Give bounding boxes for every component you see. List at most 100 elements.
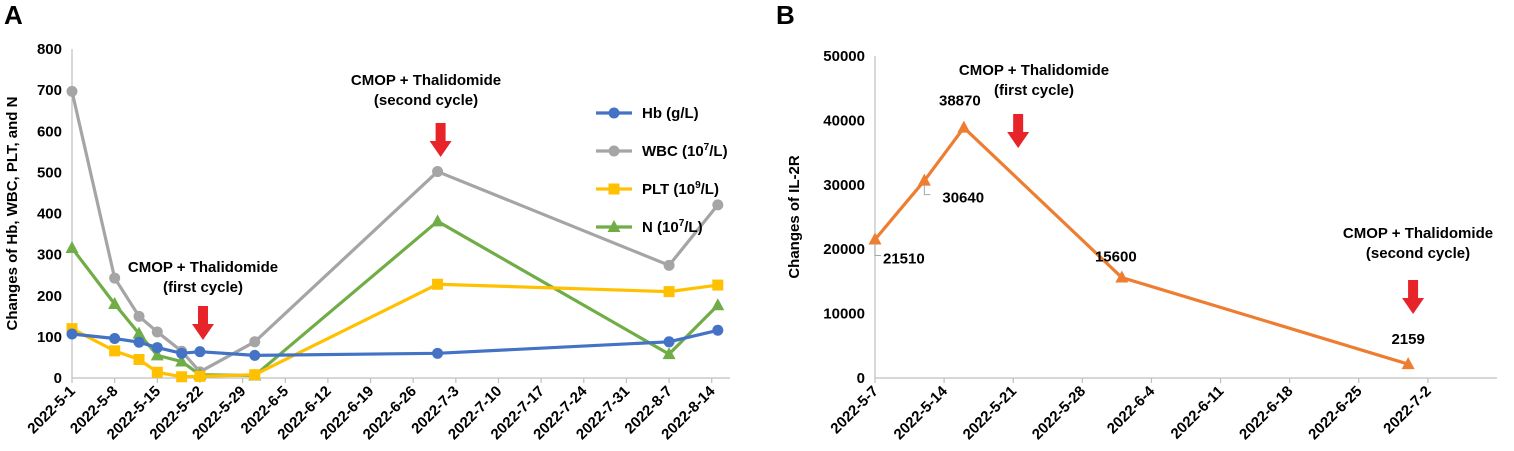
data-point-plt (133, 353, 145, 365)
y-tick-label: 200 (37, 288, 62, 305)
panel-b-annotations: CMOP + Thalidomide (first cycle) CMOP + Th… (959, 62, 1493, 314)
data-label: 15600 (1095, 249, 1137, 266)
legend-marker-n (607, 220, 621, 232)
annotation-text: CMOP + Thalidomide (128, 259, 278, 276)
data-point-wbc (151, 326, 163, 338)
data-point-hb (194, 346, 206, 358)
data-point-plt (109, 345, 121, 357)
data-point-hb (109, 333, 121, 345)
legend-label-exponent: 9 (695, 180, 701, 191)
y-tick-label: 100 (37, 329, 62, 346)
data-point-hb (712, 324, 724, 336)
y-tick-label: 300 (37, 247, 62, 264)
y-tick-label: 800 (37, 41, 62, 58)
legend-label-unit: /L) (709, 143, 727, 160)
data-point-hb (66, 328, 78, 340)
x-tick-label: 2022-5-21 (960, 383, 1020, 443)
data-point-il2r (1115, 270, 1129, 283)
x-tick-label: 2022-5-14 (891, 382, 952, 443)
y-tick-label: 20000 (823, 241, 865, 258)
y-tick-label: 500 (37, 164, 62, 181)
annotation-text: CMOP + Thalidomide (959, 62, 1109, 79)
x-tick-label: 2022-6-25 (1305, 383, 1365, 443)
legend-label-name: WBC (10 (642, 143, 704, 160)
panel-a-series (65, 85, 725, 383)
data-point-plt (432, 278, 444, 290)
data-point-plt (249, 369, 261, 381)
legend-label-unit: /L) (701, 181, 719, 198)
data-point-n (431, 214, 445, 227)
data-point-plt (663, 286, 675, 298)
series-line-hb (71, 328, 719, 357)
data-point-hb (133, 336, 145, 348)
y-tick-label: 40000 (823, 112, 865, 129)
annotation-text: (first cycle) (994, 82, 1074, 99)
panel-a-label: A (4, 0, 23, 30)
y-tick-label: 700 (37, 82, 62, 99)
data-point-wbc (66, 85, 78, 97)
y-tick-label: 10000 (823, 306, 865, 323)
panel-b-label: B (776, 0, 795, 30)
legend-label-n: N (107/L) (642, 218, 703, 236)
panel-a-x-ticks: 2022-5-12022-5-82022-5-152022-5-222022-5… (24, 378, 719, 443)
data-point-il2r (1401, 357, 1415, 370)
data-point-n (65, 241, 79, 254)
data-point-wbc (109, 272, 121, 284)
y-tick-label: 30000 (823, 177, 865, 194)
y-tick-label: 0 (54, 370, 62, 387)
x-tick-label: 2022-6-4 (1104, 382, 1159, 437)
annotation-text: (second cycle) (374, 92, 478, 109)
data-point-hb (432, 347, 444, 359)
data-point-il2r (868, 232, 882, 245)
legend-label-exponent: 7 (704, 142, 710, 153)
data-point-wbc (663, 259, 675, 271)
legend-marker-hb (608, 107, 620, 119)
data-point-n (711, 298, 725, 311)
y-tick-label: 600 (37, 123, 62, 140)
y-tick-label: 50000 (823, 48, 865, 65)
panel-a-y-axis-title: Changes of Hb, WBC, PLT, and N (4, 97, 21, 331)
panel-a: A Changes of Hb, WBC, PLT, and N 0 100 200… (4, 0, 730, 443)
series-line-il2r (873, 126, 1409, 366)
annotation-text: CMOP + Thalidomide (1343, 225, 1493, 242)
legend-marker-plt (608, 183, 620, 195)
panel-b-x-ticks: 2022-5-7 2022-5-14 2022-5-21 2022-5-28 2022-… (827, 378, 1435, 443)
data-point-n (108, 296, 122, 309)
legend-label-name: Hb (g/L) (642, 105, 699, 122)
data-point-plt (712, 279, 724, 291)
annotation-arrow (429, 123, 452, 157)
annotation-arrow (191, 306, 214, 340)
data-point-hb (249, 349, 261, 361)
x-tick-label: 2022-5-28 (1029, 383, 1089, 443)
panel-b-series: 21510 30640 38870 15600 2159 (868, 93, 1425, 370)
panel-b-y-ticks: 0 10000 20000 30000 40000 50000 (823, 48, 865, 387)
data-label-leader (874, 243, 881, 256)
legend-label-plt: PLT (109/L) (642, 180, 719, 198)
data-label-leader (923, 184, 931, 196)
data-point-wbc (249, 336, 261, 348)
data-point-il2r (957, 120, 971, 133)
data-point-hb (663, 336, 675, 348)
x-tick-label: 2022-6-11 (1168, 383, 1228, 443)
data-point-n (132, 326, 146, 339)
panel-b: B Changes of IL-2R 0 10000 20000 30000 40000… (776, 0, 1497, 443)
legend-marker-wbc (608, 145, 620, 157)
y-tick-label: 400 (37, 206, 62, 223)
data-point-wbc (133, 310, 145, 322)
annotation-arrow (1007, 114, 1030, 148)
data-point-wbc (712, 199, 724, 211)
annotation-text: (second cycle) (1366, 245, 1470, 262)
data-point-n (662, 347, 676, 360)
data-point-n (175, 354, 189, 367)
legend-label-unit: /L) (684, 219, 702, 236)
legend-label-exponent: 7 (679, 218, 685, 229)
legend-label-name: N (10 (642, 219, 679, 236)
y-tick-label: 0 (857, 370, 865, 387)
panel-a-legend: Hb (g/L)WBC (107/L)PLT (109/L)N (107/L) (596, 105, 728, 236)
legend-label-wbc: WBC (107/L) (642, 142, 728, 160)
data-point-wbc (432, 166, 444, 178)
annotation-arrow (1402, 280, 1425, 314)
data-label: 30640 (942, 190, 984, 207)
panel-a-annotations: CMOP + Thalidomide (first cycle) CMOP + Th… (128, 72, 501, 340)
data-point-il2r (917, 173, 931, 186)
